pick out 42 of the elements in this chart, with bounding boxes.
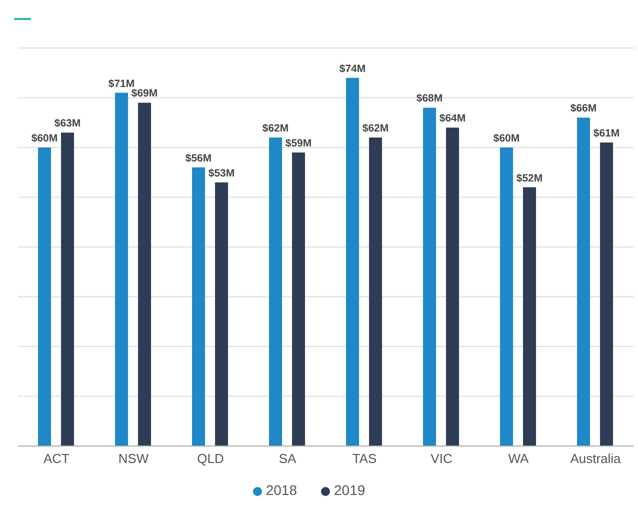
- x-tick-label: QLD: [197, 451, 224, 466]
- data-label: $52M: [516, 172, 543, 184]
- x-tick-label: WA: [508, 451, 530, 466]
- bar: [423, 108, 436, 446]
- data-label: $60M: [31, 132, 58, 144]
- data-label: $66M: [570, 102, 597, 115]
- x-tick-label: TAS: [352, 451, 377, 466]
- data-label: $71M: [108, 78, 135, 90]
- bar: [523, 187, 536, 446]
- bar: [192, 167, 206, 446]
- x-tick-label: VIC: [430, 451, 452, 466]
- x-tick-label: Australia: [570, 451, 622, 466]
- data-label: $62M: [362, 122, 389, 135]
- bar: [346, 78, 360, 446]
- data-label: $69M: [131, 88, 158, 100]
- data-label: $59M: [285, 137, 312, 150]
- data-label: $61M: [593, 128, 620, 140]
- x-tick-label: NSW: [118, 451, 150, 466]
- data-label: $74M: [339, 62, 366, 75]
- bar: [61, 132, 74, 446]
- bar: [292, 152, 306, 446]
- data-label: $68M: [416, 92, 443, 105]
- bar: [600, 142, 614, 446]
- legend-label: 2019: [334, 482, 366, 498]
- bar: [577, 118, 590, 446]
- bar: [269, 138, 282, 446]
- bar: [215, 182, 228, 446]
- data-label: $53M: [208, 167, 235, 180]
- bar: [500, 148, 514, 446]
- bar: [369, 138, 382, 446]
- data-label: $60M: [493, 132, 520, 144]
- x-tick-label: SA: [278, 451, 296, 466]
- x-tick-label: ACT: [44, 451, 70, 466]
- data-label: $62M: [262, 122, 289, 135]
- bar: [38, 148, 52, 446]
- data-label: $63M: [54, 118, 81, 130]
- legend-label: 2018: [266, 482, 297, 498]
- data-label: $64M: [439, 112, 466, 125]
- bar: [446, 128, 460, 446]
- data-label: $56M: [185, 152, 212, 164]
- bar: [115, 92, 128, 446]
- bar: [138, 102, 152, 446]
